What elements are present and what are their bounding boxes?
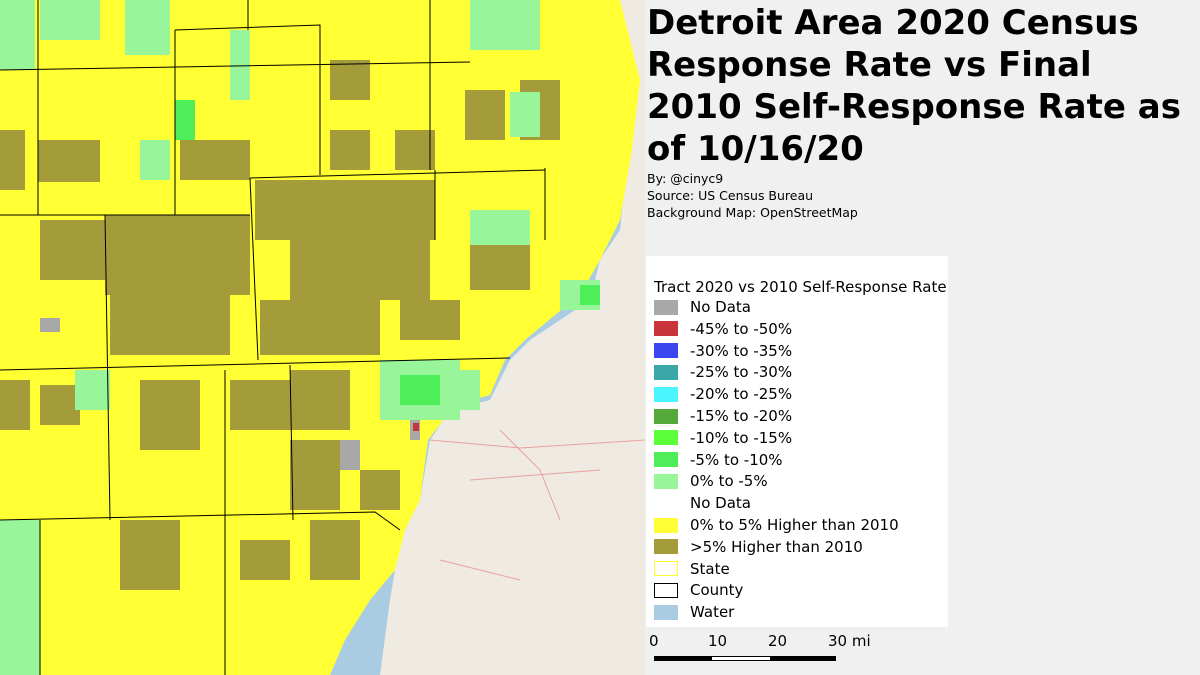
- red-tract: [413, 423, 419, 431]
- legend-item: -25% to -30%: [654, 363, 792, 381]
- scale-tick-label: 10: [708, 632, 728, 650]
- legend-label: -25% to -30%: [690, 363, 793, 382]
- legend-item: 0% to 5% Higher than 2010: [654, 516, 899, 534]
- legend-swatch: [654, 321, 678, 337]
- legend-swatch: [654, 408, 678, 424]
- legend-swatch: [654, 561, 678, 577]
- legend-label: 0% to 5% Higher than 2010: [690, 516, 899, 534]
- legend-title: Tract 2020 vs 2010 Self-Response Rate: [654, 278, 947, 296]
- ontario-land: [380, 0, 645, 675]
- legend-item: State: [654, 560, 730, 578]
- legend-item: -15% to -20%: [654, 407, 792, 425]
- legend-label: State: [690, 559, 730, 578]
- census-map[interactable]: [0, 0, 645, 675]
- legend-item: -45% to -50%: [654, 320, 792, 338]
- legend-swatch: [654, 473, 678, 489]
- legend: Tract 2020 vs 2010 Self-Response Rate No…: [646, 256, 948, 627]
- scale-tick-label: 20: [768, 632, 788, 650]
- legend-swatch: [654, 299, 678, 315]
- scale-bar-graphic: [654, 656, 836, 661]
- legend-label: >5% Higher than 2010: [690, 537, 863, 556]
- light-green-tracts: [0, 0, 600, 675]
- legend-item: -5% to -10%: [654, 451, 783, 469]
- legend-swatch: [654, 343, 678, 359]
- legend-item: No Data: [654, 494, 751, 512]
- olive-tracts: [0, 60, 560, 590]
- legend-item: -30% to -35%: [654, 342, 792, 360]
- legend-item: County: [654, 581, 743, 599]
- legend-swatch: [654, 539, 678, 555]
- legend-item: 0% to -5%: [654, 472, 768, 490]
- legend-item: -10% to -15%: [654, 429, 792, 447]
- legend-label: -20% to -25%: [690, 385, 793, 404]
- legend-swatch: [654, 604, 678, 620]
- legend-item: >5% Higher than 2010: [654, 538, 863, 556]
- road-lines: [429, 429, 645, 581]
- legend-item: No Data: [654, 298, 751, 316]
- scale-bar: 0 10 20 30 mi: [646, 628, 886, 668]
- legend-swatch: [654, 517, 678, 533]
- legend-swatch: [654, 364, 678, 380]
- legend-swatch: [654, 582, 678, 598]
- credit-background: Background Map: OpenStreetMap: [647, 205, 858, 220]
- credit-author: By: @cinyc9: [647, 171, 724, 186]
- legend-label: -15% to -20%: [690, 407, 793, 425]
- legend-item: Water: [654, 603, 734, 621]
- legend-label: -30% to -35%: [690, 341, 793, 360]
- legend-label: No Data: [690, 494, 751, 513]
- legend-swatch: [654, 452, 678, 468]
- legend-swatch: [654, 386, 678, 402]
- legend-label: 0% to -5%: [690, 472, 768, 491]
- scale-tick-label: 0: [649, 632, 659, 650]
- scale-tick-label: 30 mi: [828, 632, 871, 650]
- county-lines: [0, 0, 546, 675]
- credits: By: @cinyc9 Source: US Census Bureau Bac…: [647, 170, 858, 221]
- legend-label: -5% to -10%: [690, 450, 783, 469]
- legend-swatch: [654, 430, 678, 446]
- map-title: Detroit Area 2020 Census Response Rate v…: [647, 3, 1181, 169]
- legend-label: County: [690, 581, 744, 600]
- legend-label: Water: [690, 603, 735, 622]
- legend-item: -20% to -25%: [654, 385, 792, 403]
- legend-swatch: [654, 495, 678, 511]
- credit-source: Source: US Census Bureau: [647, 188, 814, 203]
- legend-label: -45% to -50%: [690, 319, 793, 338]
- legend-label: No Data: [690, 298, 751, 316]
- legend-label: -10% to -15%: [690, 428, 793, 447]
- green-tracts: [175, 100, 600, 405]
- map-canvas: [0, 0, 645, 675]
